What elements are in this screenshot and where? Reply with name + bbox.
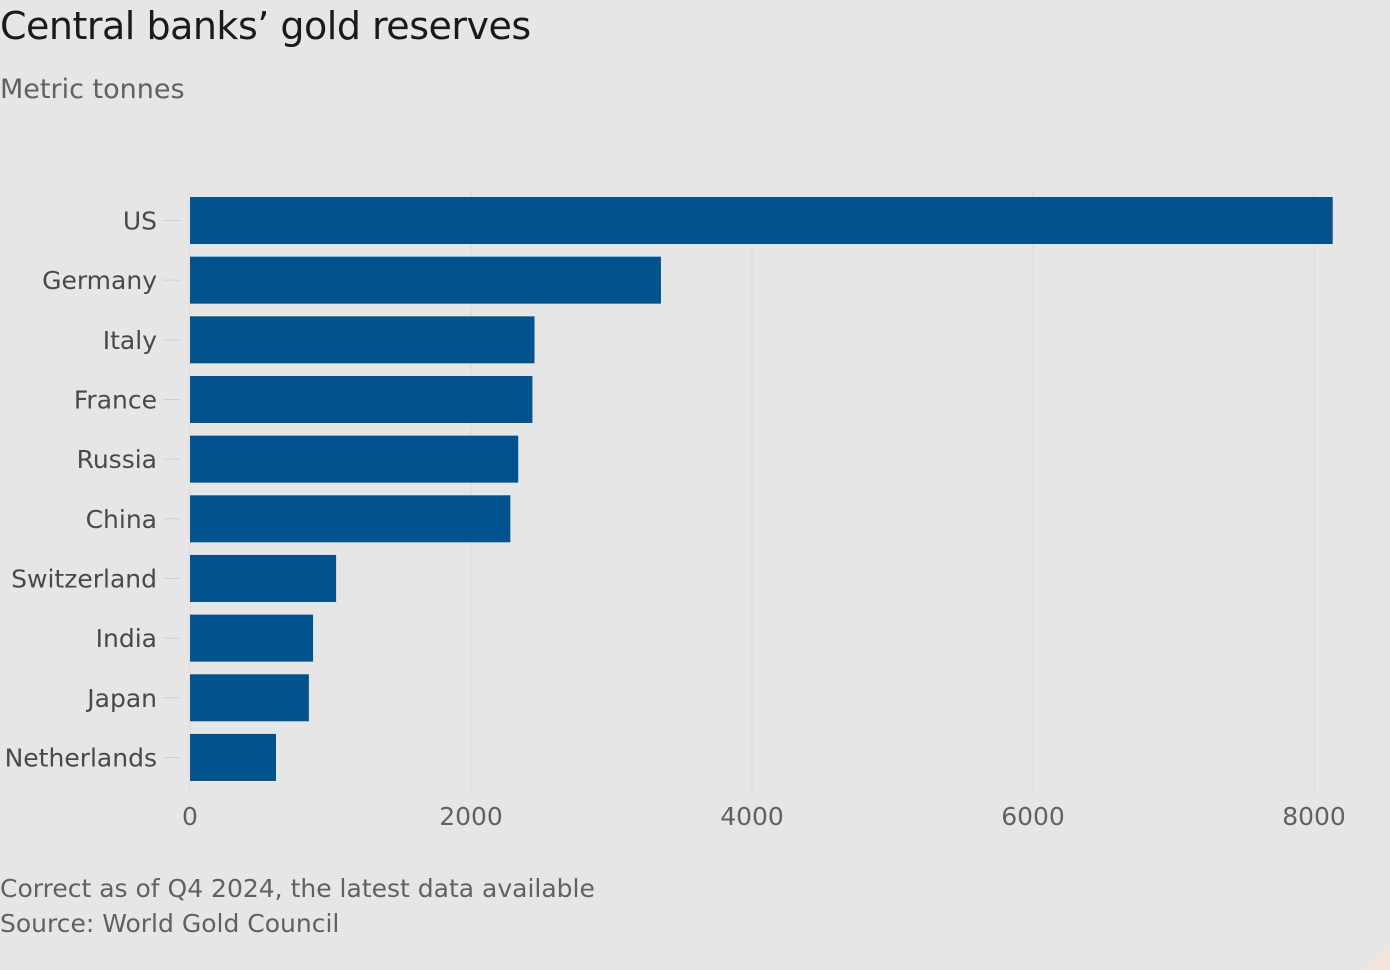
- x-tick-label: 8000: [1282, 802, 1346, 831]
- bar-chart: US Germany Italy France Russia China Switzerla…: [5, 190, 1346, 831]
- bars: [190, 197, 1333, 781]
- category-label: France: [74, 385, 157, 414]
- category-label: India: [96, 624, 157, 653]
- category-label: Russia: [77, 445, 157, 474]
- bar: [190, 733, 276, 781]
- bar: [190, 554, 337, 602]
- chart-title: Central banks’ gold reserves: [0, 4, 531, 48]
- bar: [190, 674, 309, 722]
- category-label: Italy: [103, 326, 157, 355]
- category-label: Netherlands: [5, 743, 157, 772]
- chart-note: Correct as of Q4 2024, the latest data a…: [0, 874, 595, 903]
- page-corner: [1362, 942, 1390, 970]
- x-tick-label: 2000: [439, 802, 503, 831]
- x-tick-label: 6000: [1001, 802, 1065, 831]
- category-label: Japan: [85, 684, 157, 713]
- category-labels: US Germany Italy France Russia China Switzerla…: [5, 207, 180, 772]
- bar: [190, 614, 314, 662]
- bar: [190, 256, 661, 304]
- chart-subtitle: Metric tonnes: [0, 74, 185, 105]
- chart-source: Source: World Gold Council: [0, 909, 340, 938]
- x-tick-label: 0: [182, 802, 198, 831]
- category-label: Switzerland: [11, 564, 157, 593]
- x-tick-label: 4000: [720, 802, 784, 831]
- bar: [190, 316, 535, 364]
- bar: [190, 197, 1333, 244]
- bar: [190, 375, 533, 423]
- x-axis-ticks: 0 2000 4000 6000 8000: [182, 802, 1346, 831]
- category-label: US: [123, 207, 157, 236]
- bar: [190, 435, 519, 483]
- category-label: Germany: [42, 266, 157, 295]
- bar: [190, 495, 511, 543]
- category-label: China: [86, 505, 157, 534]
